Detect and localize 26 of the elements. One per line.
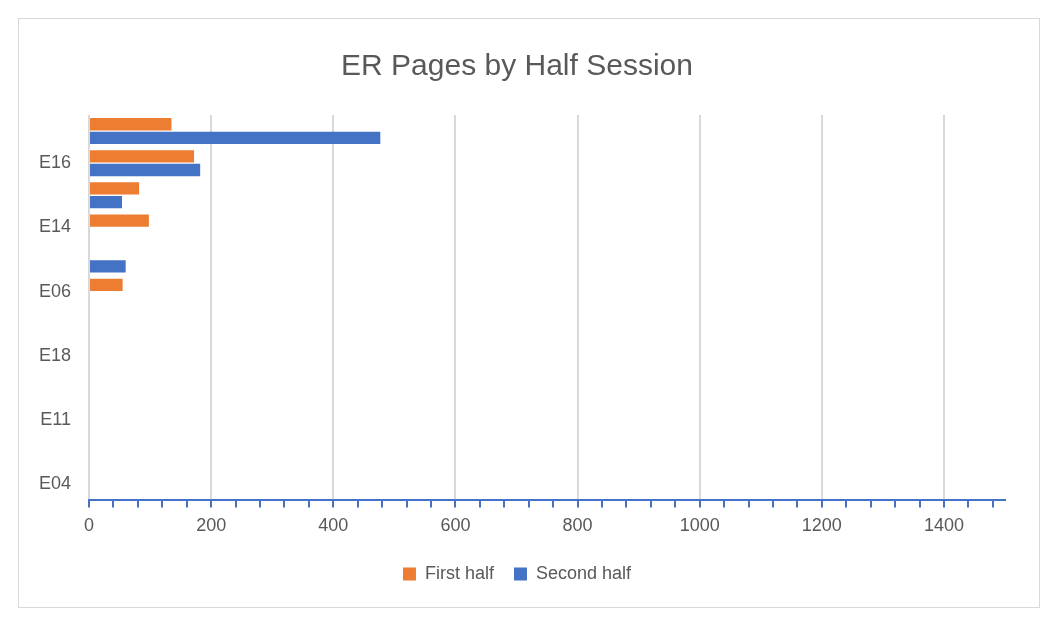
bar [90,163,201,177]
y-tick-label: E06 [39,280,72,301]
x-tick-label: 1200 [801,515,842,536]
x-tick-label: 200 [196,515,227,536]
bar [90,278,123,291]
y-tick-label: E14 [39,216,72,237]
chart-title: ER Pages by Half Session [341,48,693,82]
x-tick-label: 400 [318,515,349,536]
bar [90,195,122,209]
x-tick-label: 600 [440,515,471,536]
y-tick-label: E18 [39,344,72,365]
x-tick-label: 800 [562,515,593,536]
legend-label: First half [424,562,495,583]
bar [90,214,149,227]
y-tick-label: E11 [40,409,72,430]
bar [90,118,172,131]
bar [90,131,381,145]
x-tick-label: 1000 [679,515,720,536]
bar [90,260,126,273]
legend-label: Second half [535,562,633,583]
x-tick-label: 1400 [923,515,964,536]
y-tick-label: E04 [39,473,72,494]
bar [90,150,195,163]
y-tick-label: E16 [39,152,72,173]
x-tick-label: 0 [84,515,95,536]
bar [90,182,140,195]
